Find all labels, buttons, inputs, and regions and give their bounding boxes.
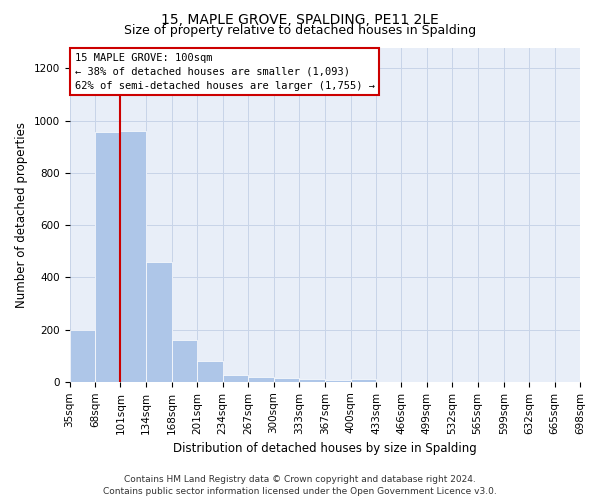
- Bar: [197, 361, 223, 382]
- Bar: [299, 378, 325, 382]
- Bar: [70, 330, 95, 382]
- Bar: [172, 340, 197, 382]
- Text: 15, MAPLE GROVE, SPALDING, PE11 2LE: 15, MAPLE GROVE, SPALDING, PE11 2LE: [161, 12, 439, 26]
- Bar: [121, 131, 146, 382]
- Bar: [95, 132, 121, 382]
- Bar: [274, 378, 299, 382]
- Text: 15 MAPLE GROVE: 100sqm
← 38% of detached houses are smaller (1,093)
62% of semi-: 15 MAPLE GROVE: 100sqm ← 38% of detached…: [74, 52, 374, 90]
- Bar: [248, 377, 274, 382]
- Bar: [325, 380, 350, 382]
- Text: Contains HM Land Registry data © Crown copyright and database right 2024.
Contai: Contains HM Land Registry data © Crown c…: [103, 474, 497, 496]
- Text: Size of property relative to detached houses in Spalding: Size of property relative to detached ho…: [124, 24, 476, 37]
- X-axis label: Distribution of detached houses by size in Spalding: Distribution of detached houses by size …: [173, 442, 476, 455]
- Bar: [146, 262, 172, 382]
- Bar: [350, 379, 376, 382]
- Y-axis label: Number of detached properties: Number of detached properties: [15, 122, 28, 308]
- Bar: [223, 376, 248, 382]
